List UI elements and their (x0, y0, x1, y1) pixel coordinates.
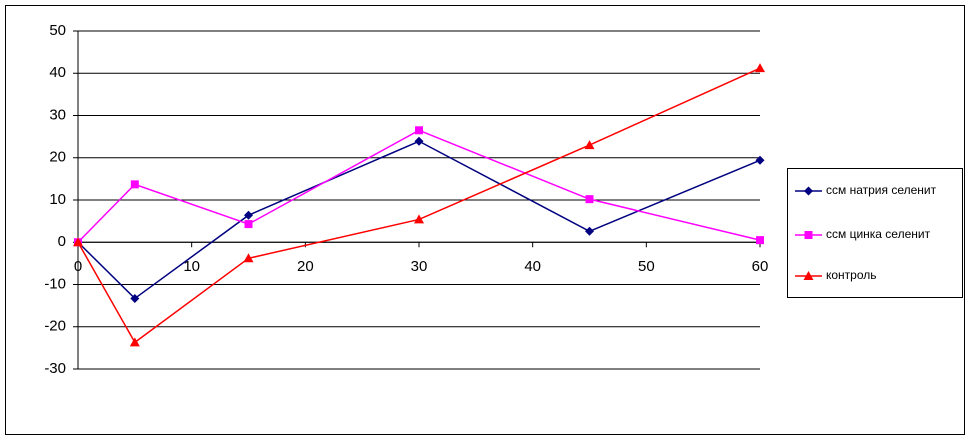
y-tick-label: 30 (49, 106, 66, 123)
marker (414, 214, 424, 224)
y-tick-label: 20 (49, 149, 66, 166)
marker (756, 236, 764, 245)
marker (73, 237, 83, 247)
marker (414, 136, 424, 146)
marker (130, 180, 139, 189)
marker (130, 293, 140, 303)
x-tick-label: 0 (74, 258, 82, 275)
marker (244, 210, 253, 220)
y-tick-label: 40 (49, 64, 66, 81)
series-line (77, 140, 761, 300)
series-line (77, 129, 761, 243)
marker (129, 337, 140, 347)
legend-label: ссм натрия селенит (826, 183, 937, 197)
series-line (77, 67, 761, 344)
marker (584, 140, 595, 150)
legend-marker (804, 231, 813, 239)
x-tick-label: 10 (183, 258, 200, 275)
marker (243, 253, 254, 263)
y-tick-label: 0 (58, 233, 66, 250)
y-tick-label: -10 (44, 275, 66, 292)
x-tick-label: 30 (411, 258, 428, 275)
x-tick-label: 60 (752, 258, 769, 275)
x-tick-label: 40 (524, 258, 541, 275)
marker (415, 126, 423, 135)
x-tick-label: 50 (638, 258, 655, 275)
marker (755, 63, 765, 73)
legend-label: ссм цинка селенит (826, 227, 931, 241)
x-tick-label: 20 (297, 258, 314, 275)
y-tick-label: -30 (44, 360, 66, 377)
marker (585, 226, 594, 236)
legend-marker (804, 186, 813, 196)
y-tick-label: -20 (44, 318, 66, 335)
marker (755, 155, 765, 165)
marker (244, 220, 253, 229)
legend-label: контроль (826, 268, 877, 282)
y-tick-label: 10 (49, 191, 66, 208)
y-tick-label: 50 (49, 22, 66, 39)
legend-marker (803, 271, 814, 280)
marker (585, 195, 594, 204)
